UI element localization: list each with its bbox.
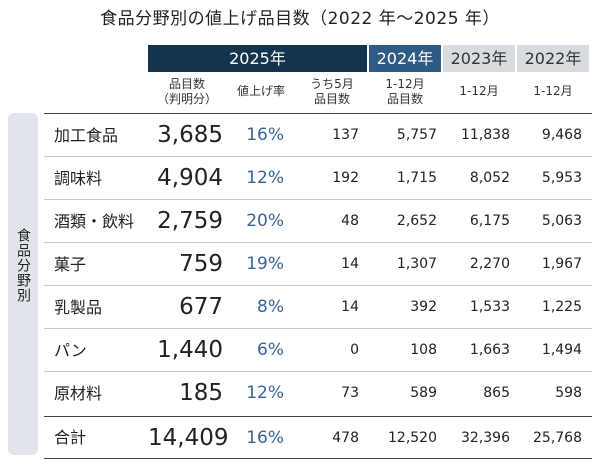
page-title: 食品分野別の値上げ品目数（2022 年〜2025 年） xyxy=(100,9,500,29)
row-2022: 9,468 xyxy=(541,127,582,143)
table-row: 加工食品 3,685 16% 137 5,757 11,838 9,468 xyxy=(44,114,592,157)
total-2022: 25,768 xyxy=(533,430,582,446)
table-bottom-rule xyxy=(44,458,592,459)
row-may: 192 xyxy=(332,170,359,186)
row-name: 酒類・飲料 xyxy=(54,212,135,231)
row-2022: 1,967 xyxy=(541,256,582,272)
row-divider xyxy=(44,242,592,243)
row-rate: 8% xyxy=(257,297,284,317)
total-items: 14,409 xyxy=(148,425,229,451)
row-divider xyxy=(44,371,592,372)
row-2023: 865 xyxy=(483,385,510,401)
total-may: 478 xyxy=(332,430,359,446)
row-2022: 1,494 xyxy=(541,342,582,358)
subheader-2022: 1-12月 xyxy=(533,84,573,98)
header-year-2022: 2022年 xyxy=(517,45,589,72)
header-year-2024: 2024年 xyxy=(369,45,441,72)
row-2024: 108 xyxy=(410,342,437,358)
subheader-items-line2: （判明分） xyxy=(156,92,217,106)
row-2022: 1,225 xyxy=(541,299,582,315)
table-row: パン 1,440 6% 0 108 1,663 1,494 xyxy=(44,329,592,372)
row-may: 48 xyxy=(341,213,359,229)
row-2023: 6,175 xyxy=(469,213,510,229)
row-2024: 1,307 xyxy=(396,256,437,272)
row-2024: 2,652 xyxy=(396,213,437,229)
table-row: 乳製品 677 8% 14 392 1,533 1,225 xyxy=(44,286,592,329)
row-items: 4,904 xyxy=(157,165,223,191)
row-name: 乳製品 xyxy=(54,298,103,317)
subheader-items: 品目数 （判明分） xyxy=(148,77,226,107)
row-2024: 392 xyxy=(410,299,437,315)
row-name: 加工食品 xyxy=(54,126,119,145)
subheader-may: うち5月 品目数 xyxy=(300,77,364,107)
table-row: 酒類・飲料 2,759 20% 48 2,652 6,175 5,063 xyxy=(44,200,592,243)
row-divider xyxy=(44,156,592,157)
category-side-label: 食品分野別 xyxy=(15,228,31,303)
table-row: 菓子 759 19% 14 1,307 2,270 1,967 xyxy=(44,243,592,286)
subheader-2023: 1-12月 xyxy=(459,84,499,98)
row-name: 原材料 xyxy=(54,384,103,403)
row-may: 14 xyxy=(341,299,359,315)
row-2022: 598 xyxy=(555,385,582,401)
subheader-2024: 1-12月 品目数 xyxy=(369,77,441,107)
row-name: 調味料 xyxy=(54,169,103,188)
category-side-panel: 食品分野別 xyxy=(8,113,38,455)
row-rate: 16% xyxy=(246,125,284,145)
row-2024: 589 xyxy=(410,385,437,401)
total-row: 合計 14,409 16% 478 12,520 32,396 25,768 xyxy=(44,418,592,458)
row-2023: 8,052 xyxy=(469,170,510,186)
total-label: 合計 xyxy=(54,428,87,447)
subheader-rate: 値上げ率 xyxy=(236,84,285,98)
subheader-may-line2: 品目数 xyxy=(313,92,350,106)
row-2023: 1,533 xyxy=(469,299,510,315)
row-2024: 5,757 xyxy=(396,127,437,143)
row-items: 759 xyxy=(179,251,223,277)
row-items: 185 xyxy=(179,380,223,406)
row-divider xyxy=(44,199,592,200)
row-may: 73 xyxy=(341,385,359,401)
total-top-rule xyxy=(44,416,592,417)
total-2023: 32,396 xyxy=(461,430,510,446)
table-top-rule xyxy=(44,113,592,114)
total-2024: 12,520 xyxy=(388,430,437,446)
row-name: 菓子 xyxy=(54,255,87,274)
row-may: 0 xyxy=(350,342,359,358)
row-2022: 5,953 xyxy=(541,170,582,186)
total-rate: 16% xyxy=(246,428,284,448)
row-name: パン xyxy=(54,341,87,360)
row-items: 677 xyxy=(179,294,223,320)
subheader-items-line1: 品目数 xyxy=(168,77,205,91)
row-2022: 5,063 xyxy=(541,213,582,229)
row-rate: 12% xyxy=(246,383,284,403)
subheader-2024-line1: 1-12月 xyxy=(385,77,425,91)
row-divider xyxy=(44,328,592,329)
table-row: 原材料 185 12% 73 589 865 598 xyxy=(44,372,592,415)
row-items: 3,685 xyxy=(157,122,223,148)
row-items: 2,759 xyxy=(157,208,223,234)
row-rate: 12% xyxy=(246,168,284,188)
row-rate: 6% xyxy=(257,340,284,360)
row-rate: 19% xyxy=(246,254,284,274)
table-row: 調味料 4,904 12% 192 1,715 8,052 5,953 xyxy=(44,157,592,200)
subheader-may-line1: うち5月 xyxy=(310,77,354,91)
row-2023: 1,663 xyxy=(469,342,510,358)
row-2024: 1,715 xyxy=(396,170,437,186)
header-year-2023: 2023年 xyxy=(443,45,515,72)
row-2023: 11,838 xyxy=(461,127,510,143)
header-year-2025: 2025年 xyxy=(148,45,367,72)
row-may: 137 xyxy=(332,127,359,143)
row-2023: 2,270 xyxy=(469,256,510,272)
row-rate: 20% xyxy=(246,211,284,231)
row-items: 1,440 xyxy=(157,337,223,363)
subheader-2024-line2: 品目数 xyxy=(386,92,423,106)
row-may: 14 xyxy=(341,256,359,272)
row-divider xyxy=(44,285,592,286)
